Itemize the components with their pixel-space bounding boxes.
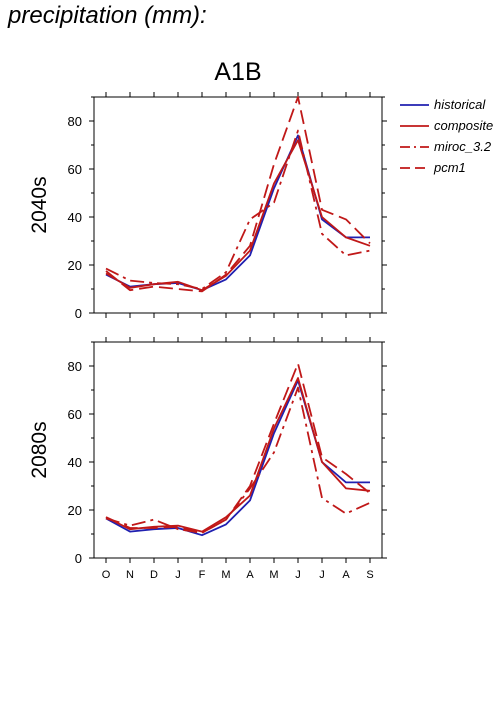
series-line-pcm1 [105,362,371,534]
y-tick-label: 40 [68,210,82,225]
plot-frame [93,341,383,559]
legend-label: historical [434,97,486,112]
series-line-composite [105,377,371,533]
y-tick-label: 60 [68,162,82,177]
y-tick-label: 60 [68,407,82,422]
legend-label: miroc_3.2 [434,139,492,154]
x-tick-label: A [342,569,350,581]
y-tick-label: 20 [68,503,82,518]
panels-layer: 0 20 40 60 80 2040s 0 20 40 60 80 O N D J F M A M J J A S 2080s [28,92,387,581]
panel-2080s: 0 20 40 60 80 O N D J F M A M J J A S 2080s [28,337,387,581]
panel-label-2040s: 2040s [28,176,51,233]
x-tick-label: S [366,569,373,581]
series-line-miroc_3.2 [105,386,371,534]
x-tick-label: M [269,569,278,581]
y-tick-label: 40 [68,455,82,470]
y-tick-label: 0 [75,551,82,566]
x-tick-label: M [221,569,230,581]
panel-label-2080s: 2080s [28,421,51,478]
scenario-title: A1B [214,58,261,86]
series-line-pcm1 [105,96,371,293]
y-tick-label: 20 [68,258,82,273]
legend-item-historical: historical [400,97,486,112]
plot-frame [93,96,383,314]
chart-heading: precipitation (mm): [8,2,207,29]
legend: historical composite miroc_3.2 pcm1 [400,97,493,175]
series-line-composite [105,139,371,292]
y-tick-label: 80 [68,359,82,374]
x-tick-label: O [102,569,111,581]
legend-item-miroc_3.2: miroc_3.2 [400,139,492,154]
x-tick-label: J [295,569,301,581]
x-tick-label: D [150,569,158,581]
y-tick-label: 80 [68,114,82,129]
panel-2040s: 0 20 40 60 80 2040s [28,92,387,321]
series-line-historical [105,379,370,537]
legend-item-pcm1: pcm1 [400,160,466,175]
legend-label: pcm1 [433,160,466,175]
x-tick-label: A [246,569,254,581]
legend-label: composite [434,118,493,133]
series-line-miroc_3.2 [105,129,371,290]
y-tick-label: 0 [75,306,82,321]
x-tick-label: J [175,569,181,581]
legend-item-composite: composite [400,118,493,133]
x-tick-label: F [199,569,206,581]
x-tick-label: J [319,569,325,581]
x-tick-label: N [126,569,134,581]
